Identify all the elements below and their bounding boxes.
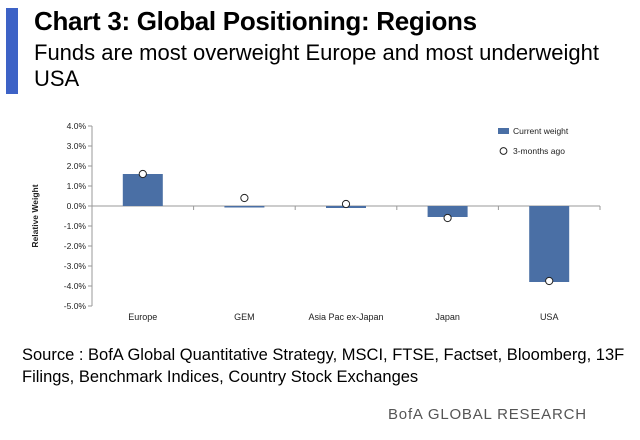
x-category-label: USA	[540, 312, 559, 322]
bar-chart: 4.0% 3.0% 2.0% 1.0% 0.0% -1.0% -2.0% -3.0% -4.0%…	[30, 121, 601, 322]
y-tick-label: 3.0%	[67, 141, 87, 151]
chart-subtitle: Funds are most overweight Europe and mos…	[34, 40, 599, 91]
marker-3-months-ago	[138, 169, 147, 179]
marker-3-months-ago	[341, 199, 351, 209]
y-tick-label: -4.0%	[64, 281, 87, 291]
y-tick-label: 4.0%	[67, 121, 87, 131]
bar-current-weight	[529, 206, 570, 282]
legend-label-current-weight: Current weight	[513, 126, 569, 136]
chart-title: Chart 3: Global Positioning: Regions	[34, 6, 477, 36]
y-axis-title: Relative Weight	[30, 184, 40, 247]
marker-3-months-ago	[240, 193, 249, 203]
y-tick-label: -3.0%	[64, 261, 87, 271]
bar-current-weight	[122, 174, 163, 206]
y-tick-label: -2.0%	[64, 241, 87, 251]
y-tick-label: 2.0%	[67, 161, 87, 171]
source-note: Source : BofA Global Quantitative Strate…	[22, 346, 625, 386]
brand-label: BofA GLOBAL RESEARCH	[388, 406, 587, 423]
marker-3-months-ago	[545, 276, 554, 286]
y-tick-label: -5.0%	[64, 301, 87, 311]
x-category-label: GEM	[234, 312, 255, 322]
y-tick-label: 1.0%	[67, 181, 87, 191]
bar-current-weight	[427, 206, 468, 217]
marker-3-months-ago	[443, 213, 452, 223]
x-category-label: Europe	[128, 312, 157, 322]
legend-label-3-months-ago: 3-months ago	[513, 146, 565, 156]
x-category-label: Japan	[435, 312, 460, 322]
x-category-label: Asia Pac ex-Japan	[308, 312, 383, 322]
legend-marker-swatch	[499, 147, 508, 155]
y-tick-label: -1.0%	[64, 221, 87, 231]
accent-bar	[6, 8, 18, 94]
legend-bar-swatch	[498, 128, 509, 134]
bar-current-weight	[224, 206, 265, 208]
y-tick-label: 0.0%	[67, 201, 87, 211]
